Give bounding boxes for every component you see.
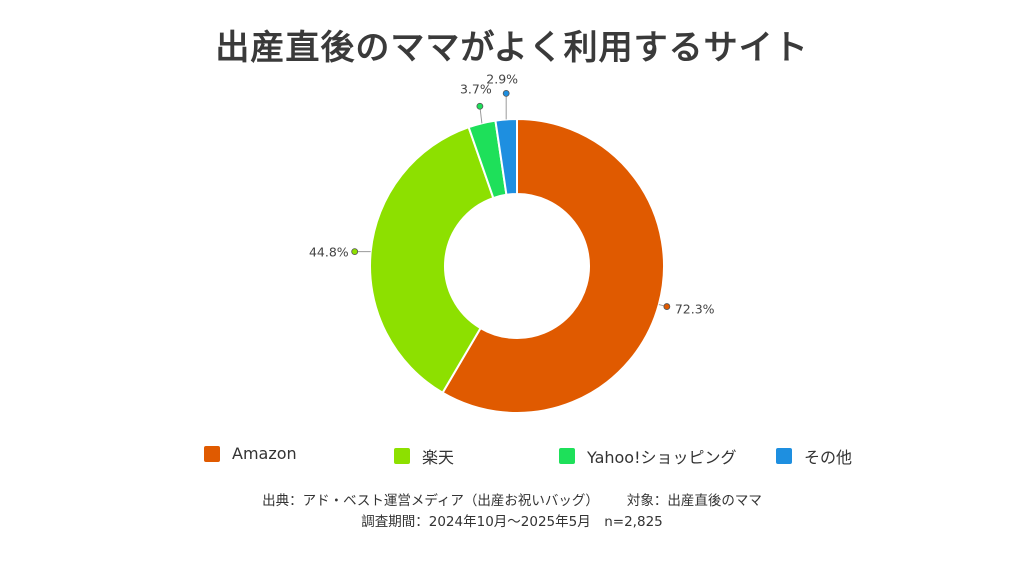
slice-amazon [441,117,665,414]
leader-dot-yahoo [476,102,484,110]
slice-other [494,117,518,196]
data-label-other: 2.9% [486,71,518,86]
legend-item-rakuten: 楽天 [394,444,454,468]
leader-dot-other [502,89,510,97]
legend-swatch-rakuten [394,448,410,464]
legend-label-yahoo: Yahoo!ショッピング [587,448,737,467]
legend-swatch-amazon [204,445,220,462]
slice-rakuten [369,125,495,395]
donut-chart: 72.3% 44.8% 3.7%2.9% [309,71,715,414]
leader-dot-rakuten [351,248,359,256]
legend-item-amazon: Amazon [204,444,297,463]
source-text: 出典：アド・ベスト運営メディア（出産お祝いバッグ） [262,493,599,509]
legend-swatch-other [776,448,792,464]
legend-label-other: その他 [804,448,853,467]
legend-item-other: その他 [776,444,852,468]
data-label-yahoo: 3.7% [460,81,492,96]
target-text: 対象：出産直後のママ [626,493,762,509]
legend-label-rakuten: 楽天 [422,448,455,467]
legend-item-yahoo: Yahoo!ショッピング [559,444,737,468]
legend-label-amazon: Amazon [232,444,297,463]
data-label-amazon: 72.3% [675,302,715,317]
period-text: 調査期間：2024年10月～2025年5月 n=2,825 [361,514,663,530]
data-label-rakuten: 44.8% [309,245,349,260]
legend: Amazon 楽天 Yahoo!ショッピング その他 [0,444,1024,468]
source-note: 出典：アド・ベスト運営メディア（出産お祝いバッグ） 対象：出産直後のママ 調査期間… [0,491,1024,533]
chart-title: 出産直後のママがよく利用するサイト [215,28,809,68]
leader-dot-amazon [663,303,671,310]
legend-swatch-yahoo [559,448,575,464]
